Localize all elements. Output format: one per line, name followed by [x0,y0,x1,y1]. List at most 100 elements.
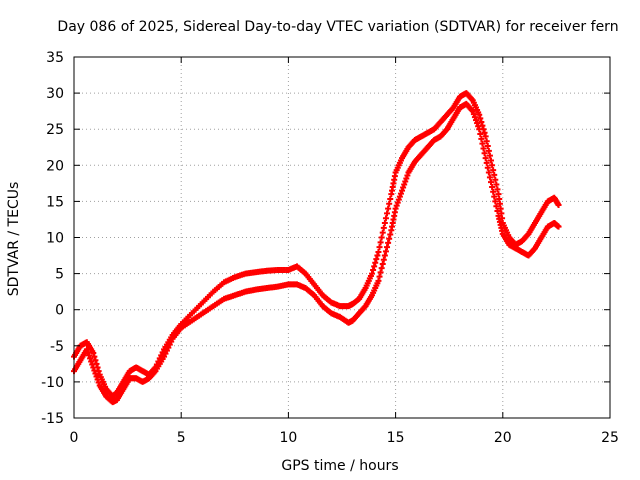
y-tick-label: 0 [55,303,64,319]
data-point [377,239,384,246]
y-tick-label: -5 [50,339,64,355]
data-point [483,138,490,145]
data-point [162,350,169,357]
data-point [161,353,168,360]
data-point [471,114,478,121]
data-point [475,123,482,130]
data-point [163,347,170,354]
data-point [381,252,388,259]
data-point [375,277,382,284]
data-point [401,181,408,188]
data-point [379,260,386,267]
data-point [477,115,484,122]
data-point [387,231,394,238]
data-point [378,234,385,241]
data-point [375,248,382,255]
data-point [482,155,489,162]
data-point [490,167,497,174]
data-point [478,118,485,125]
data-point [489,183,496,190]
y-tick-label: 5 [55,267,64,283]
data-point [395,196,402,203]
data-point [482,133,489,140]
y-tick-label: -15 [41,411,64,427]
data-point [478,135,485,142]
data-point [555,223,562,230]
data-point [385,205,392,212]
data-point [382,248,389,255]
data-point [393,202,400,209]
data-point [491,193,498,200]
data-point [92,370,99,377]
data-point [494,186,501,193]
data-point [469,108,476,115]
x-tick-label: 10 [279,430,297,446]
x-tick-label: 0 [70,430,79,446]
data-point [94,376,101,383]
data-point [387,195,394,202]
data-point [90,350,97,357]
data-point [486,152,493,159]
data-point [485,169,492,176]
data-point [84,349,91,356]
data-point [380,224,387,231]
data-point [371,263,378,270]
data-point [89,361,96,368]
y-axis-label: SDTVAR / TECUs [6,182,22,297]
chart-title: Day 086 of 2025, Sidereal Day-to-day VTE… [57,19,618,35]
data-point [385,239,392,246]
data-point [90,364,97,371]
data-point [480,145,487,152]
x-axis-label: GPS time / hours [281,458,398,474]
data-point [379,229,386,236]
data-point [474,120,481,127]
x-tick-label: 20 [494,430,512,446]
data-point [91,367,98,374]
y-tick-label: 10 [46,231,64,247]
data-point [400,184,407,191]
data-point [83,346,90,353]
data-points [71,90,562,406]
y-tick-label: 35 [46,50,64,66]
data-point [481,150,488,157]
grid-lines [74,57,610,418]
data-point [491,171,498,178]
data-point [555,202,562,209]
data-point [92,357,99,364]
data-point [373,256,380,263]
data-point [93,373,100,380]
data-point [376,244,383,251]
data-point [486,174,493,181]
x-tick-label: 5 [177,430,186,446]
data-point [488,157,495,164]
data-point [95,379,102,386]
data-point [378,265,385,272]
data-point [473,117,479,124]
data-point [484,164,491,171]
data-point [87,355,94,362]
data-point [168,338,175,345]
data-point [386,235,393,242]
data-point [492,198,499,205]
data-point [492,176,499,183]
data-point [404,172,411,179]
axis-ticks: 0 5 10 15 20 25 -15 -10 -5 0 5 10 15 20 25 30 35 [41,50,619,446]
data-point [370,266,377,273]
data-point [380,256,387,263]
data-point [493,203,500,210]
data-point [166,341,173,348]
data-point [377,269,384,276]
data-point [489,162,496,169]
data-point [485,147,492,154]
data-point [86,352,93,359]
data-point [493,181,500,188]
x-tick-label: 25 [601,430,619,446]
data-point [372,259,379,266]
data-point [165,344,172,351]
data-point [394,199,401,206]
data-point [386,200,393,207]
data-point [384,244,391,251]
data-point [384,210,391,217]
data-point [477,131,484,138]
